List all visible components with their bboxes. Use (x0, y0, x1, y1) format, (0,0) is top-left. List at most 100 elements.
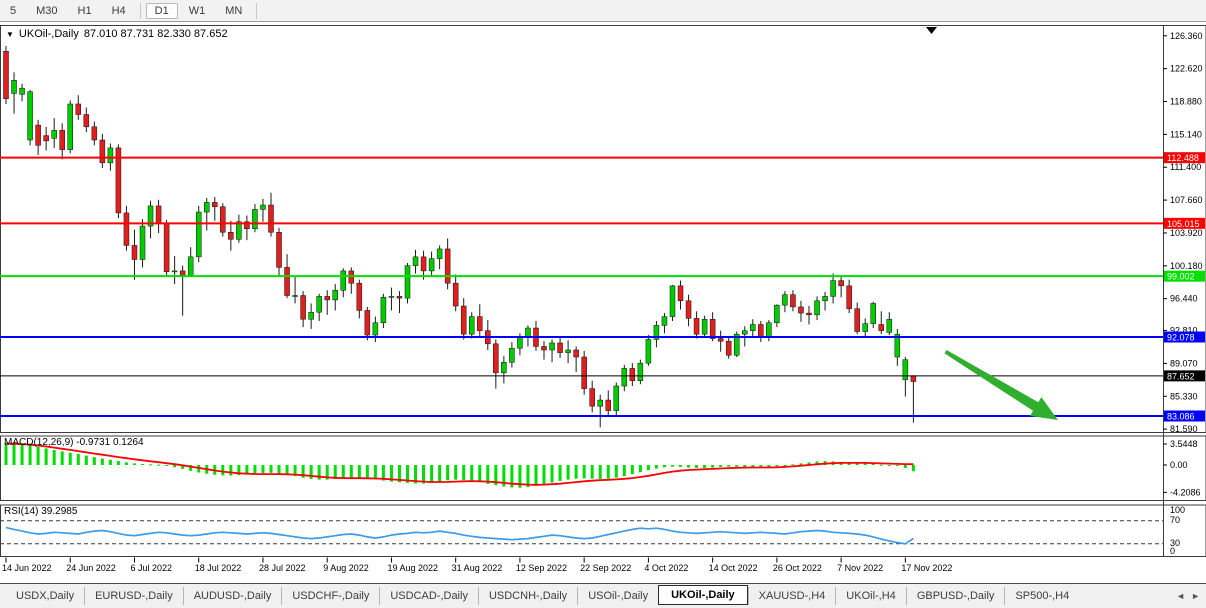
macd-histogram-bar (727, 465, 731, 467)
macd-histogram-bar (815, 461, 819, 465)
rsi-pane (0, 520, 1163, 545)
candle (750, 324, 756, 331)
price-tick-label: 126.360 (1170, 31, 1203, 41)
price-tick-label: 103.920 (1170, 228, 1203, 238)
tab-scroll-left-icon[interactable]: ◄ (1176, 591, 1186, 601)
tab-scroll-right-icon[interactable]: ► (1191, 591, 1200, 601)
svg-text:105.015: 105.015 (1167, 219, 1200, 229)
macd-histogram-bar (414, 465, 418, 484)
macd-histogram-bar (406, 465, 409, 483)
macd-histogram-bar (301, 465, 305, 478)
candle (99, 139, 106, 164)
candle (766, 322, 772, 338)
timeframe-toolbar: 5 M30 H1 H4 D1 W1 MN (0, 0, 1206, 22)
macd-histogram-bar (454, 465, 458, 480)
toolbar-separator (139, 2, 141, 19)
price-tick-label: 96.440 (1170, 294, 1198, 304)
macd-histogram-bar (349, 465, 353, 478)
candle (581, 356, 587, 389)
macd-histogram-bar (4, 442, 8, 465)
rsi-tick-label: 30 (1170, 538, 1180, 548)
tab-sp500-h4[interactable]: SP500-,H4 (1004, 587, 1079, 605)
candle (613, 385, 620, 411)
candle (179, 270, 186, 276)
candle (637, 362, 644, 381)
candle (75, 103, 82, 115)
candle (300, 295, 306, 320)
date-tick-label: 18 Jul 2022 (195, 563, 242, 573)
timeframe-button-d1[interactable]: D1 (145, 2, 178, 19)
timeframe-button-w1[interactable]: W1 (188, 4, 206, 17)
candle (3, 51, 9, 99)
tab-usdcnh-daily[interactable]: USDCNH-,Daily (477, 587, 577, 605)
macd-histogram-bar (52, 450, 56, 465)
macd-tick-label: -4.2086 (1170, 487, 1201, 497)
candle (460, 305, 467, 335)
candle (493, 343, 499, 374)
macd-histogram-bar (542, 465, 546, 485)
rsi-tick-label: 100 (1170, 505, 1185, 515)
candle (774, 304, 780, 323)
chart-canvas[interactable]: 126.360 122.620 118.880 115.140 111.400 107.6… (0, 0, 1206, 583)
tab-xauusd-h4[interactable]: XAUUSD-,H4 (747, 587, 836, 605)
pane-frames (0, 25, 1206, 557)
tab-usdchf-daily[interactable]: USDCHF-,Daily (281, 587, 379, 605)
candle (910, 375, 917, 382)
macd-histogram-bar (558, 465, 562, 481)
price-tick-label: 122.620 (1170, 64, 1203, 74)
macd-histogram-bar (84, 455, 88, 465)
macd-histogram-bar (911, 465, 915, 472)
timeframe-button-5[interactable]: 5 (10, 4, 17, 17)
candle (717, 338, 724, 342)
macd-histogram-bar (124, 462, 128, 465)
timeframe-button-h1[interactable]: H1 (77, 4, 92, 17)
chart-dropdown-icon[interactable]: ▼ (6, 29, 14, 39)
timeframe-button-h4[interactable]: H4 (111, 4, 126, 17)
date-axis: 14 Jun 2022 24 Jun 2022 6 Jul 2022 18 Jul 2… (2, 557, 952, 573)
candle (187, 256, 194, 276)
tab-ukoil-daily[interactable]: UKOil-,Daily (658, 585, 748, 605)
tab-usdcad-daily[interactable]: USDCAD-,Daily (379, 587, 478, 605)
macd-histogram-bar (28, 445, 32, 465)
macd-histogram-bar (309, 465, 313, 479)
price-tag: 87.652 (1164, 370, 1205, 382)
timeframe-button-m30[interactable]: M30 (36, 4, 58, 17)
macd-histogram-bar (333, 465, 337, 479)
candle (324, 296, 330, 301)
date-tick-label: 9 Aug 2022 (323, 563, 369, 573)
tab-gbpusd-daily[interactable]: GBPUSD-,Daily (905, 587, 1005, 605)
price-tag: 83.086 (1164, 410, 1205, 422)
candle (204, 202, 210, 213)
macd-histogram-bar (638, 465, 642, 473)
candle (404, 265, 411, 299)
macd-histogram-bar (325, 465, 329, 480)
macd-histogram-bar (108, 459, 112, 465)
date-tick-label: 14 Jun 2022 (2, 563, 52, 573)
tab-ukoil-h4[interactable]: UKOil-,H4 (835, 587, 906, 605)
candle (798, 306, 804, 314)
down-trend-arrow[interactable] (944, 350, 1058, 420)
tab-usoil-daily[interactable]: USOil-,Daily (577, 587, 658, 605)
tab-audusd-daily[interactable]: AUDUSD-,Daily (182, 587, 282, 605)
svg-text:92.078: 92.078 (1167, 332, 1195, 342)
toolbar-separator (256, 2, 258, 19)
macd-histogram-bar (606, 465, 610, 479)
date-tick-label: 6 Jul 2022 (130, 563, 172, 573)
tab-usdx-daily[interactable]: USDX,Daily (16, 590, 75, 602)
macd-pane (4, 442, 915, 488)
candle (870, 303, 876, 324)
candle (589, 388, 595, 407)
macd-histogram-bar (711, 465, 715, 468)
candle (91, 126, 98, 141)
macd-histogram-bar (317, 465, 321, 480)
tab-eurusd-daily[interactable]: EURUSD-,Daily (84, 587, 183, 605)
candle (220, 206, 226, 233)
timeframe-button-mn[interactable]: MN (225, 4, 243, 17)
macd-histogram-bar (422, 465, 426, 484)
chart-shift-marker-icon[interactable] (926, 27, 937, 34)
candle (693, 318, 700, 335)
candle (477, 316, 483, 331)
price-tick-label: 115.140 (1170, 129, 1202, 139)
candle (557, 342, 563, 353)
